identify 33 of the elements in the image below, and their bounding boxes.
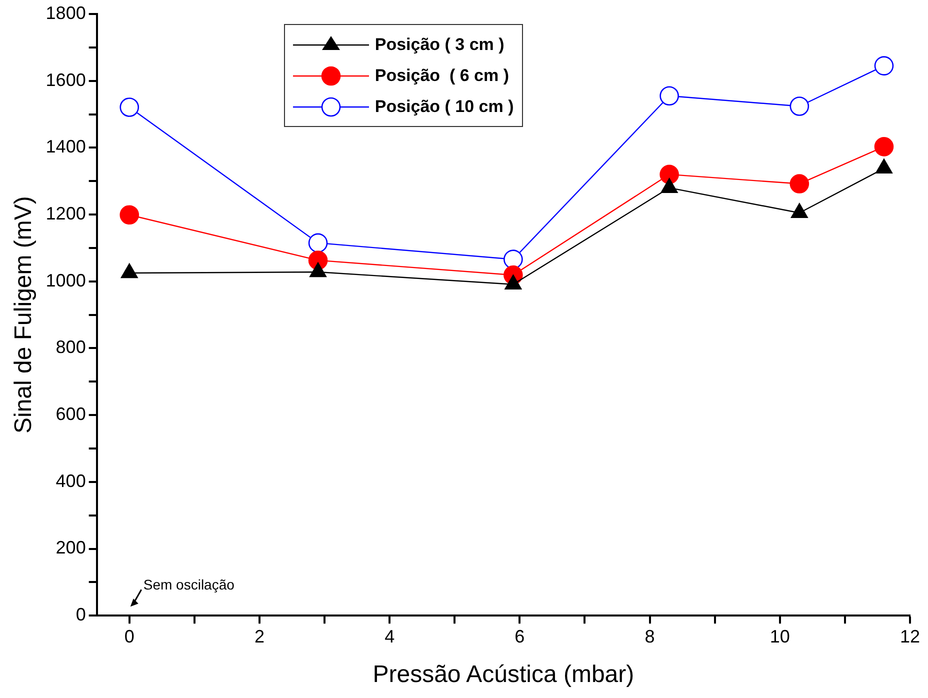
point	[790, 174, 810, 194]
legend-label: Posição ( 3 cm )	[374, 34, 504, 54]
point	[308, 233, 328, 253]
legend-label: Posição ( 6 cm )	[374, 66, 510, 86]
point	[660, 164, 679, 184]
legend-label: Posição ( 10 cm )	[374, 96, 514, 116]
y-tick-label: 1200	[46, 204, 86, 224]
y-tick-label: 200	[56, 538, 86, 558]
point	[120, 98, 140, 117]
y-tick-label: 600	[56, 404, 86, 424]
point	[504, 250, 523, 269]
x-axis-title: Pressão Acústica (mbar)	[372, 661, 634, 688]
y-tick-label: 1600	[46, 70, 86, 90]
x-tick-label: 4	[384, 626, 395, 646]
x-tick-label: 6	[514, 626, 525, 646]
point	[120, 205, 140, 225]
y-tick-label: 1000	[46, 270, 86, 290]
y-tick-label: 1800	[46, 2, 86, 23]
y-tick-label: 800	[56, 337, 86, 358]
x-tick-label: 2	[254, 626, 264, 646]
y-tick-label: 1400	[46, 136, 86, 157]
y-axis-title: Sinal de Fuligem (mV)	[10, 196, 38, 434]
x-tick-label: 0	[124, 626, 134, 646]
point	[874, 137, 894, 156]
x-tick-label: 12	[900, 626, 920, 646]
annotation: Sem oscilação	[143, 576, 235, 593]
point	[874, 56, 894, 76]
y-tick-label: 400	[56, 470, 86, 491]
point	[790, 96, 810, 116]
x-tick-label: 10	[770, 626, 790, 646]
x-tick-label: 8	[644, 626, 655, 646]
y-tick-label: 0	[76, 604, 86, 625]
point	[660, 86, 679, 106]
